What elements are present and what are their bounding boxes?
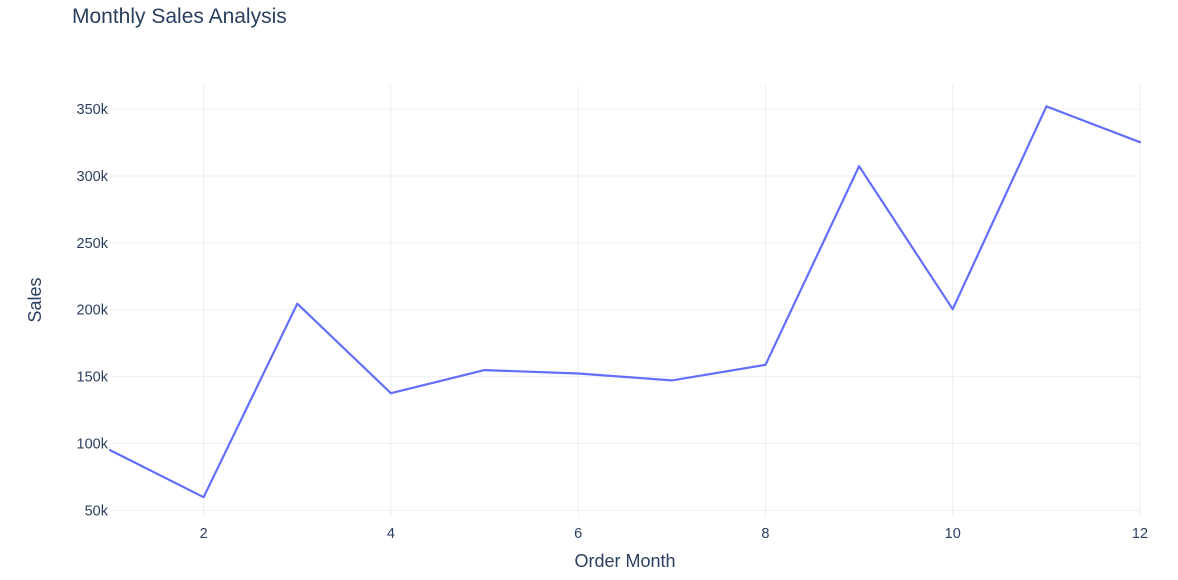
- y-tick-label: 250k: [77, 236, 109, 252]
- y-tick-label: 200k: [77, 303, 109, 319]
- data-point[interactable]: [949, 305, 957, 313]
- x-tick-label: 8: [761, 526, 769, 542]
- y-tick-label: 300k: [77, 169, 109, 185]
- y-tick-label: 50k: [85, 503, 109, 519]
- x-tick-label: 4: [387, 526, 395, 542]
- data-point[interactable]: [481, 366, 489, 374]
- series-layer: [108, 102, 1144, 501]
- data-point[interactable]: [387, 389, 395, 397]
- x-axis-title: Order Month: [574, 551, 675, 571]
- y-tick-label: 100k: [77, 436, 109, 452]
- y-tick-label: 350k: [77, 102, 109, 118]
- x-tick-label: 6: [574, 526, 582, 542]
- grid-layer: [110, 85, 1141, 517]
- data-point[interactable]: [574, 369, 582, 377]
- x-tick-label: 2: [200, 526, 208, 542]
- data-point[interactable]: [761, 361, 769, 369]
- data-point[interactable]: [668, 376, 676, 384]
- tick-layer: 2 4 6 8 10 12 50k 100k 150k 200k 250k 300k 350k: [77, 102, 1149, 542]
- y-tick-label: 150k: [77, 370, 109, 386]
- series-line: [108, 105, 1142, 499]
- data-point[interactable]: [200, 493, 208, 501]
- data-point[interactable]: [1136, 138, 1144, 146]
- y-axis-title: Sales: [25, 277, 45, 322]
- x-tick-label: 10: [945, 526, 961, 542]
- x-tick-label: 12: [1132, 526, 1148, 542]
- data-point[interactable]: [293, 300, 301, 308]
- data-point[interactable]: [855, 162, 863, 170]
- data-point[interactable]: [1042, 102, 1050, 110]
- chart-title: Monthly Sales Analysis: [72, 5, 287, 28]
